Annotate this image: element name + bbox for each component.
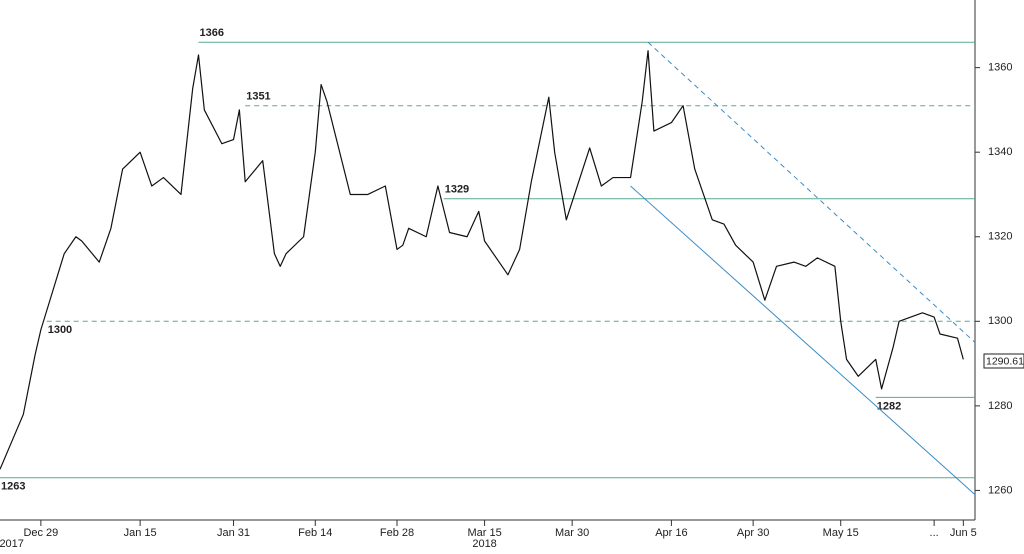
x-tick-label: Apr 30 <box>737 527 769 539</box>
x-tick-label: ... <box>930 527 939 539</box>
level-label: 1263 <box>1 481 25 493</box>
y-tick-label: 1260 <box>988 484 1012 496</box>
price-line <box>0 50 964 470</box>
level-label: 1300 <box>48 324 72 336</box>
x-tick-label: Feb 14 <box>298 527 332 539</box>
y-tick-label: 1280 <box>988 400 1012 412</box>
last-price-box <box>983 353 1024 369</box>
x-tick-label: Jun 5 <box>950 527 977 539</box>
year-label: 2017 <box>0 538 24 549</box>
level-label: 1351 <box>246 91 270 103</box>
x-tick-label: Mar 30 <box>555 527 589 539</box>
x-tick-label: Feb 28 <box>380 527 414 539</box>
x-tick-label: May 15 <box>823 527 859 539</box>
year-label: 2018 <box>472 538 496 549</box>
trend-line <box>647 41 976 343</box>
y-tick-label: 1300 <box>988 315 1012 327</box>
level-label: 1366 <box>200 27 224 39</box>
x-tick-label: Jan 31 <box>217 527 250 539</box>
trend-line <box>630 185 976 496</box>
y-tick-label: 1340 <box>988 146 1012 158</box>
x-tick-label: Dec 29 <box>23 527 58 539</box>
y-tick-label: 1360 <box>988 62 1012 74</box>
x-tick-label: Apr 16 <box>655 527 687 539</box>
level-label: 1329 <box>445 184 469 196</box>
level-label: 1282 <box>877 400 901 412</box>
last-price-label: 1290.61 <box>986 355 1024 367</box>
x-tick-label: Jan 15 <box>124 527 157 539</box>
x-tick-label: Mar 15 <box>467 527 501 539</box>
y-tick-label: 1320 <box>988 231 1012 243</box>
